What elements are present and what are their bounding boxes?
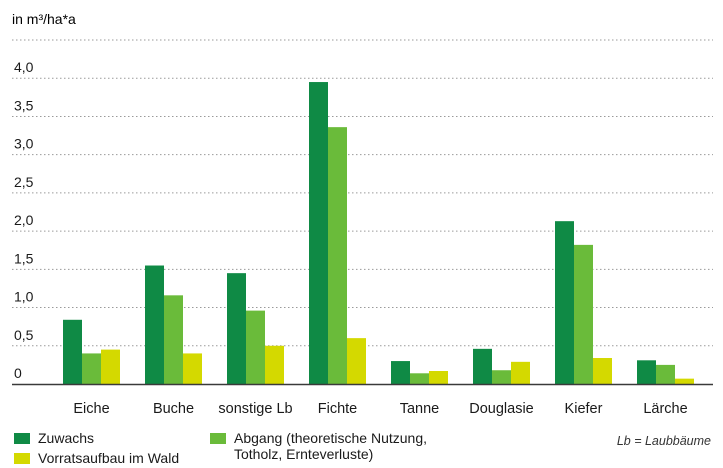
category-label: Tanne	[400, 401, 440, 417]
legend-label-zuwachs: Zuwachs	[38, 430, 95, 446]
bar-vorrat	[593, 358, 612, 384]
category-label: Douglasie	[469, 401, 534, 417]
abbreviation-note: Lb = Laubbäume	[616, 434, 711, 448]
legend-swatch-abgang	[210, 433, 226, 444]
bar-vorrat	[265, 345, 284, 384]
bars	[63, 82, 694, 385]
bar-vorrat	[429, 371, 448, 384]
bar-abgang	[164, 295, 183, 384]
bar-abgang	[82, 353, 101, 384]
bar-zuwachs	[473, 348, 492, 384]
legend-label-vorrat: Vorratsaufbau im Wald	[38, 450, 180, 466]
legend-label-abgang-line1: Abgang (theoretische Nutzung,	[234, 430, 428, 446]
bar-abgang	[410, 373, 429, 384]
category-label: Eiche	[73, 401, 109, 417]
y-axis-ticks: 0 0,5 1,0 1,5 2,0 2,5 3,0 3,5 4,0	[14, 59, 34, 381]
y-tick-label: 1,0	[14, 289, 34, 305]
bar-abgang	[656, 364, 675, 384]
y-tick-label: 2,0	[14, 212, 34, 228]
legend-item-zuwachs: Zuwachs	[14, 430, 94, 446]
y-tick-label: 0	[14, 365, 22, 381]
y-tick-label: 3,0	[14, 136, 34, 152]
bar-vorrat	[183, 353, 202, 384]
bar-vorrat	[675, 378, 694, 384]
category-label: Fichte	[318, 401, 358, 417]
bar-abgang	[574, 244, 593, 384]
category-label: Buche	[153, 401, 194, 417]
bar-vorrat	[511, 361, 530, 384]
legend-swatch-vorrat	[14, 453, 30, 464]
y-tick-label: 2,5	[14, 174, 34, 190]
y-tick-label: 1,5	[14, 250, 34, 266]
legend-swatch-zuwachs	[14, 433, 30, 444]
bar-zuwachs	[63, 319, 82, 384]
y-tick-label: 0,5	[14, 327, 34, 343]
category-label: Lärche	[643, 401, 687, 417]
bar-vorrat	[347, 338, 366, 384]
bar-zuwachs	[145, 265, 164, 384]
grid-lines	[12, 39, 713, 347]
y-tick-label: 3,5	[14, 97, 34, 113]
category-label: Kiefer	[565, 401, 603, 417]
bar-chart: in m³/ha*a 0 0,5 1,0 1,5 2,0 2,5 3,0 3,5 4,0 Eic…	[12, 11, 713, 417]
category-label: sonstige Lb	[218, 401, 292, 417]
unit-label: in m³/ha*a	[12, 11, 76, 27]
legend-item-abgang: Abgang (theoretische Nutzung, Totholz, E…	[210, 430, 427, 462]
legend-item-vorrat: Vorratsaufbau im Wald	[14, 450, 179, 466]
bar-abgang	[246, 310, 265, 384]
category-labels: Eiche Buche sonstige Lb Fichte Tanne Douglasi…	[73, 401, 687, 417]
bar-zuwachs	[391, 361, 410, 384]
bar-zuwachs	[637, 360, 656, 384]
bar-abgang	[492, 370, 511, 384]
legend-label-abgang: Abgang (theoretische Nutzung, Totholz, E…	[234, 430, 427, 462]
bar-zuwachs	[309, 82, 328, 385]
y-tick-label: 4,0	[14, 59, 34, 75]
bar-vorrat	[101, 349, 120, 384]
legend-label-abgang-line2: Totholz, Ernteverluste)	[234, 446, 374, 462]
bar-abgang	[328, 127, 347, 384]
bar-zuwachs	[227, 273, 246, 384]
bar-zuwachs	[555, 221, 574, 384]
legend: Zuwachs Vorratsaufbau im Wald Abgang (th…	[14, 428, 714, 468]
